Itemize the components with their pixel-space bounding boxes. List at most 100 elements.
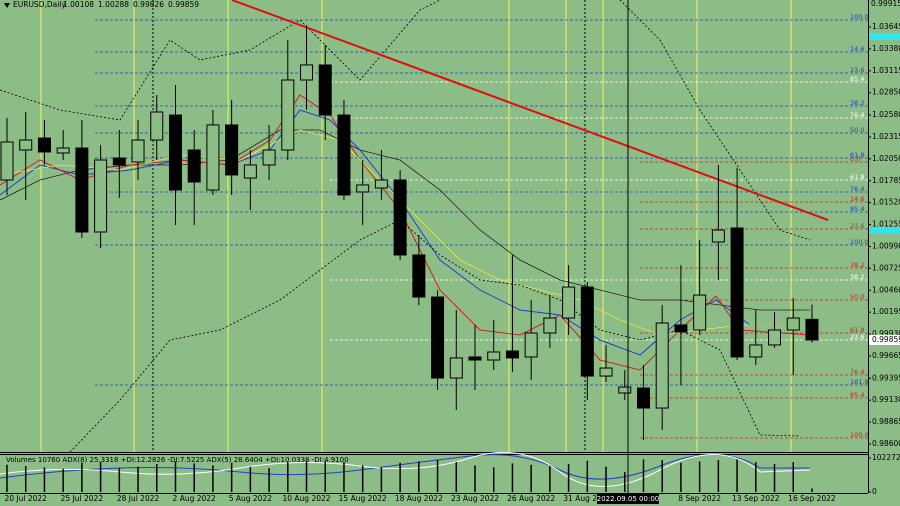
fib-label: 100.0	[850, 238, 869, 246]
fib-label: 14.6	[850, 195, 864, 203]
candle-body	[636, 387, 650, 409]
y-tick-label: 1.00990	[872, 241, 900, 250]
fib-label: 85.4	[850, 75, 864, 83]
x-tick-label: 2 Aug 2022	[173, 494, 216, 503]
crosshair-box	[597, 494, 659, 504]
y-tick-label: 1.01520	[872, 198, 900, 207]
current-price-box	[869, 334, 900, 345]
candle-body	[262, 149, 276, 166]
x-tick-label: 25 Jul 2022	[61, 494, 104, 503]
candle-body	[356, 184, 370, 193]
fib-label: 85.4	[850, 391, 864, 399]
fib-label: 100.0	[850, 13, 869, 21]
candle-body	[56, 147, 70, 154]
candle-body	[225, 124, 239, 176]
candles	[0, 25, 819, 441]
y-tick-label: 1.00460	[872, 285, 900, 294]
candle-body	[0, 141, 14, 181]
fib-label: 100.0	[850, 431, 869, 439]
fib-label: 161.8	[850, 378, 869, 386]
candle-body	[374, 179, 388, 189]
candle-body	[168, 114, 182, 191]
candle-body	[131, 139, 145, 163]
candle-body	[449, 357, 463, 379]
current-price-label: 0.99859	[872, 335, 900, 344]
candle-body	[749, 344, 763, 358]
y-tick-label: 0.99665	[872, 351, 900, 360]
icon	[4, 3, 10, 8]
candle-body	[75, 147, 89, 233]
adx-line	[0, 454, 810, 480]
candle-body	[37, 137, 51, 153]
y-tick-label: 0.98865	[872, 417, 900, 426]
fib-label: 14.6	[850, 45, 864, 53]
candle-body	[580, 286, 594, 377]
axis-top-label: 0.99915	[871, 0, 900, 8]
y-tick-label: 0.99130	[872, 395, 900, 404]
y-tick-label: 1.02580	[872, 110, 900, 119]
candle-body	[318, 64, 332, 116]
y-tick-label: 1.03115	[872, 66, 900, 75]
candle-body	[768, 329, 782, 346]
y-tick-label: 1.02050	[872, 154, 900, 163]
x-tick-label: 8 Sep 2022	[678, 494, 721, 503]
candle-body	[206, 124, 220, 191]
candle-body	[786, 317, 800, 331]
fib-label: 76.4	[850, 111, 864, 119]
fib-label: 0.0	[850, 155, 860, 163]
y-tick-label: 1.02850	[872, 88, 900, 97]
candle-body	[112, 157, 126, 166]
crosshair-label: 2022.09.05 00:00	[597, 495, 659, 503]
candle-body	[468, 356, 482, 361]
y-tick-label: 102272	[872, 453, 900, 462]
fib-label: 61.8	[850, 173, 864, 181]
bollinger-band	[0, 0, 441, 121]
fib-label: 38.2	[850, 99, 864, 107]
x-tick-label: 16 Sep 2022	[788, 494, 836, 503]
fib-label: 23.6	[850, 333, 864, 341]
x-tick-label: 18 Aug 2022	[395, 494, 443, 503]
candle-body	[524, 332, 538, 358]
fib-label: 50.0	[850, 293, 864, 301]
candle-body	[187, 149, 201, 183]
y-tick-label: 1.02315	[872, 132, 900, 141]
y-tick-label: 0.99395	[872, 373, 900, 382]
candle-body	[487, 351, 501, 361]
candle-body	[730, 227, 744, 358]
candle-body	[150, 111, 164, 141]
candle-body	[618, 386, 632, 394]
y-tick-label: 1.03645	[872, 22, 900, 31]
adx-line	[0, 452, 811, 487]
candle-body	[337, 114, 351, 196]
bollinger-band	[619, 0, 811, 241]
axis-marker	[869, 33, 900, 40]
x-tick-label: 10 Aug 2022	[282, 494, 330, 503]
fib-label: 50.0	[850, 126, 864, 134]
chart-title: EURUSD,Daily	[13, 0, 66, 9]
candle-body	[543, 317, 557, 334]
candle-body	[505, 350, 519, 359]
candle-body	[19, 139, 33, 151]
y-tick-label: 0.98600	[872, 439, 900, 448]
trend-line	[231, 0, 829, 221]
y-tick-label: 0.99930	[872, 329, 900, 338]
x-tick-label: 5 Aug 2022	[229, 494, 272, 503]
fibonacci-levels: 100.0 14.6 23.6 38.2 50.0 61.8 76.4 85.4 100.0 16…	[95, 13, 869, 439]
x-tick-label: 31 Aug 2022	[563, 494, 611, 503]
candle-body	[431, 296, 445, 379]
quote: 1.00108	[63, 0, 94, 9]
candle-body	[281, 79, 295, 151]
quote: 0.99826	[133, 0, 164, 9]
x-tick-label: 13 Sep 2022	[732, 494, 780, 503]
candle-body	[300, 64, 314, 81]
candle-body	[393, 179, 407, 256]
bollinger-band	[69, 219, 801, 453]
y-tick-label: 1.03380	[872, 44, 900, 53]
fib-label: 76.4	[850, 368, 864, 376]
fib-label: 76.4	[850, 185, 864, 193]
y-tick-label: 1.01785	[872, 176, 900, 185]
candle-body	[94, 159, 108, 233]
header: EURUSD,Daily 1.00108 1.00288 0.99826 0.9…	[4, 0, 199, 9]
